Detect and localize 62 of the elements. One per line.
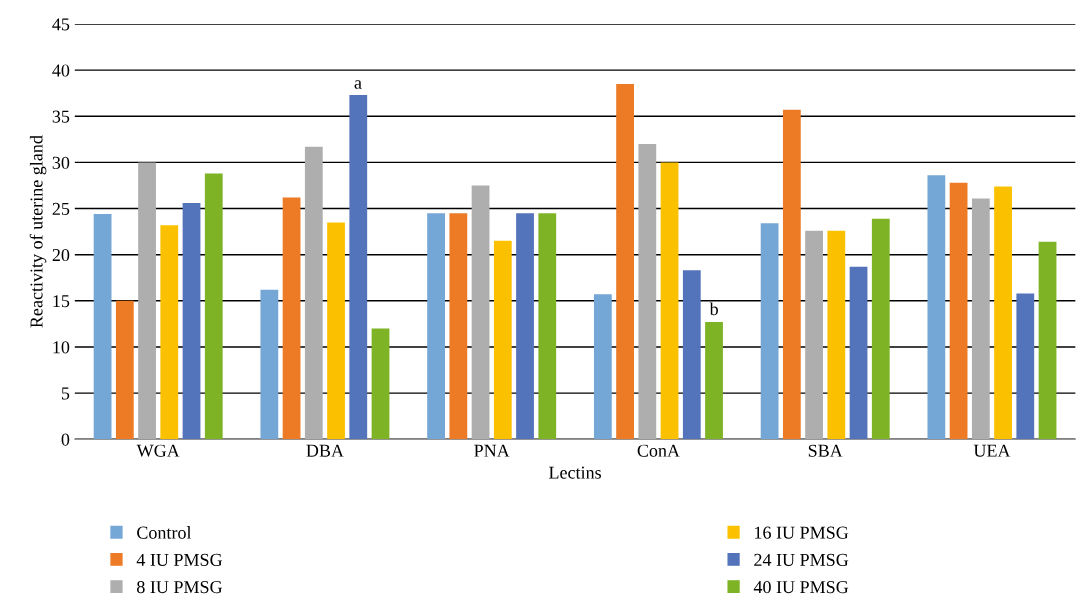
bar	[371, 328, 390, 440]
bar	[204, 173, 223, 440]
bar	[638, 143, 657, 440]
legend-label: 24 IU PMSG	[754, 553, 849, 566]
bar	[160, 225, 179, 440]
bar	[138, 162, 156, 440]
y-tick-label: 0	[61, 433, 70, 446]
x-axis-title: Lectins	[549, 466, 601, 479]
bar	[260, 289, 279, 440]
y-tick-label: 5	[61, 387, 70, 400]
bar	[971, 198, 990, 440]
x-tick-label: PNA	[474, 444, 510, 457]
y-tick-label: 15	[53, 295, 70, 308]
y-tick-label: 45	[52, 18, 70, 31]
y-tick-label: 20	[52, 248, 70, 262]
bar	[927, 175, 946, 440]
x-tick-label: DBA	[306, 444, 344, 457]
bar	[1038, 241, 1057, 440]
bar	[115, 300, 134, 440]
bar	[516, 213, 534, 440]
bar	[682, 270, 701, 440]
bar	[593, 294, 612, 440]
legend-label: 40 IU PMSG	[753, 580, 849, 594]
bar	[1016, 293, 1035, 440]
y-tick-label: 40	[52, 64, 70, 77]
bar	[493, 240, 512, 440]
bar	[871, 218, 890, 440]
bar	[994, 186, 1012, 440]
legend-label: 8 IU PMSG	[137, 580, 223, 594]
bar	[782, 109, 801, 440]
bar	[93, 214, 112, 440]
x-tick-label: ConA	[637, 444, 680, 457]
x-tick-label: WGA	[136, 444, 180, 457]
annotation: a	[354, 80, 362, 89]
bar	[827, 230, 846, 440]
x-tick-label: SBA	[808, 444, 843, 457]
x-tick-label: UEA	[973, 444, 1011, 457]
legend-label: 4 IU PMSG	[136, 553, 223, 566]
y-axis-title: Reactivity of uterine gland	[29, 135, 47, 328]
y-tick-label: 25	[52, 202, 70, 215]
legend-label: 16 IU PMSG	[755, 526, 849, 539]
bar	[304, 146, 323, 440]
bar	[449, 213, 468, 440]
bar	[427, 213, 445, 440]
bar	[471, 185, 490, 440]
bar	[282, 197, 301, 440]
bar	[538, 213, 557, 440]
y-tick-label: 35	[52, 110, 70, 123]
annotation: b	[709, 302, 718, 316]
y-tick-label: 30	[52, 156, 70, 169]
bar	[805, 230, 823, 440]
y-tick-label: 10	[53, 341, 70, 354]
bar	[705, 322, 723, 440]
bar	[616, 84, 634, 440]
bar	[327, 222, 345, 440]
bar	[949, 182, 968, 440]
bar	[849, 266, 868, 440]
legend-label: Control	[137, 526, 192, 539]
bar	[760, 223, 779, 440]
bar	[660, 162, 679, 440]
bar	[349, 95, 368, 440]
bar	[182, 203, 201, 440]
